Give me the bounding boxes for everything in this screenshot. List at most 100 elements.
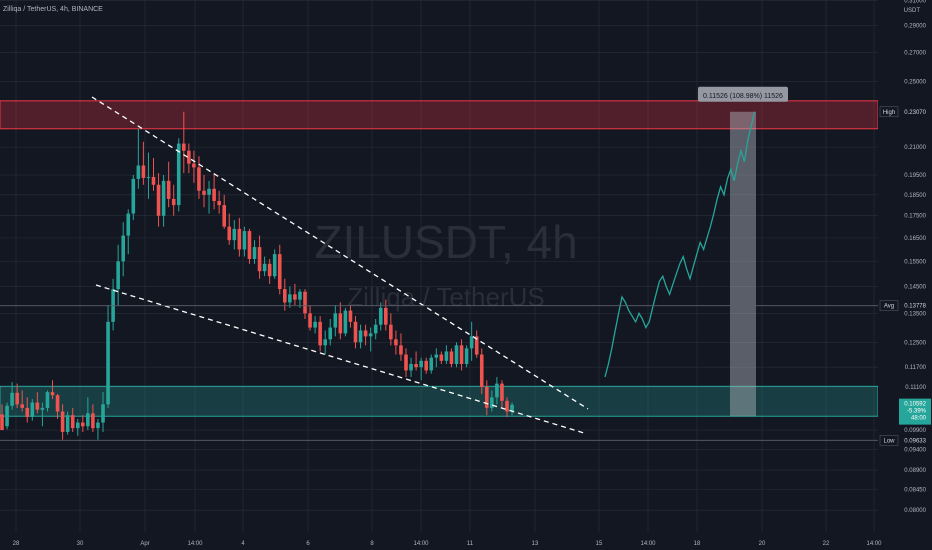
watermark-name: Zilliqa / TetherUS — [347, 282, 545, 312]
candle-body — [288, 294, 292, 303]
candle-body — [434, 354, 439, 358]
price-axis[interactable]: USDT 0.31000 0.29000 0.27000 0.25000 0.21000 0… — [878, 0, 932, 550]
candle-body — [242, 231, 247, 250]
candle-body — [283, 289, 287, 303]
measure-label: 0.11526 (108.98%) 11526 — [703, 93, 783, 100]
zones — [0, 100, 879, 417]
candle-body — [479, 354, 484, 388]
time-tick: 14:00 — [640, 541, 656, 547]
candle-body — [121, 235, 125, 262]
price-level-lines — [0, 305, 878, 441]
candle-body — [106, 321, 110, 405]
candle-body — [389, 324, 393, 340]
time-tick: 14:00 — [187, 541, 203, 547]
candle-body — [50, 392, 55, 396]
time-tick: 13 — [532, 541, 539, 547]
price-tick: 0.18500 — [904, 193, 926, 199]
time-tick: 15 — [596, 541, 603, 547]
price-tick: 0.09400 — [904, 448, 926, 454]
candle-body — [353, 321, 358, 343]
price-tick: 0.08000 — [904, 508, 926, 514]
resistance-zone — [0, 100, 879, 130]
price-label-tag — [879, 106, 899, 118]
time-tick: 22 — [823, 541, 830, 547]
candle-body — [60, 411, 65, 432]
candle-body — [207, 188, 211, 195]
candle-body — [404, 354, 408, 371]
candle-body — [490, 397, 494, 408]
candle-body — [227, 226, 232, 241]
candle-body — [409, 363, 413, 371]
price-label-value: 0.09633 — [904, 438, 926, 444]
time-tick: 28 — [13, 541, 20, 547]
candle-body — [10, 392, 14, 406]
candle-body — [348, 310, 353, 322]
candle-body — [439, 354, 444, 361]
price-tick: 0.29000 — [904, 24, 926, 30]
candle-body — [15, 392, 19, 405]
candle-body — [75, 422, 80, 429]
price-tick: 0.15500 — [904, 259, 926, 265]
trendlines[interactable] — [91, 96, 589, 434]
price-label-bg — [899, 106, 931, 117]
candle-body — [156, 184, 161, 216]
candle-body — [232, 228, 237, 241]
projection-path — [604, 111, 756, 378]
price-tick: 0.19500 — [904, 173, 926, 179]
candle-body — [91, 413, 95, 429]
candle-body — [55, 395, 60, 412]
candle-body — [171, 198, 176, 206]
time-tick: 30 — [77, 541, 84, 547]
candle-body — [313, 321, 317, 328]
price-label-name: Avg — [884, 304, 894, 310]
candle-body — [373, 324, 378, 334]
candle-body — [485, 387, 489, 408]
time-axis-bg — [0, 532, 932, 550]
time-tick: 18 — [694, 541, 701, 547]
price-tick: 0.13500 — [904, 311, 926, 317]
candle-body — [474, 336, 479, 355]
time-tick: 6 — [306, 541, 310, 547]
time-tick: 8 — [370, 541, 374, 547]
candle-body — [449, 351, 454, 364]
candle-body — [399, 345, 403, 355]
candle-body — [338, 313, 343, 334]
price-tick: 0.27000 — [904, 51, 926, 57]
candle-body — [323, 339, 327, 346]
candle-body — [424, 360, 428, 371]
current-price-box — [899, 398, 931, 425]
current-change: -5.39% — [907, 409, 927, 415]
candle-body — [212, 188, 216, 201]
candle-body — [328, 327, 333, 340]
candle-body — [464, 348, 469, 364]
price-label-name: High — [883, 110, 895, 116]
candle-body — [166, 180, 171, 199]
candle-body — [20, 404, 24, 408]
candle-body — [0, 414, 4, 431]
candle-body — [146, 176, 151, 178]
candle-body — [252, 247, 257, 259]
price-tick: 0.31000 — [904, 0, 926, 5]
price-label-bg — [899, 435, 931, 446]
time-tick: 4 — [241, 541, 245, 547]
measure-tool[interactable]: 0.11526 (108.98%) 11526 — [698, 86, 788, 417]
price-label-value: 0.23070 — [904, 110, 926, 116]
time-axis[interactable]: 28 30 Apr 14:00 4 6 8 14:00 11 13 15 14:00 18 20 22 14:… — [0, 532, 932, 550]
candle-body — [384, 307, 388, 325]
candle-body — [318, 321, 322, 346]
candle-body — [96, 422, 100, 429]
candle-body — [505, 400, 509, 412]
candle-body — [293, 294, 297, 300]
price-tick: 0.17500 — [904, 214, 926, 220]
price-label-value: 0.13778 — [904, 304, 926, 310]
candle-body — [277, 254, 282, 290]
candle-body — [217, 200, 221, 206]
candle-body — [247, 231, 252, 259]
candle-body — [444, 351, 449, 361]
watermark: ZILUSDT, 4h Zilliqa / TetherUS — [314, 216, 577, 312]
candle-body — [45, 392, 50, 408]
candle-body — [303, 291, 307, 314]
candle-body — [202, 190, 206, 195]
candle-body — [35, 402, 40, 410]
